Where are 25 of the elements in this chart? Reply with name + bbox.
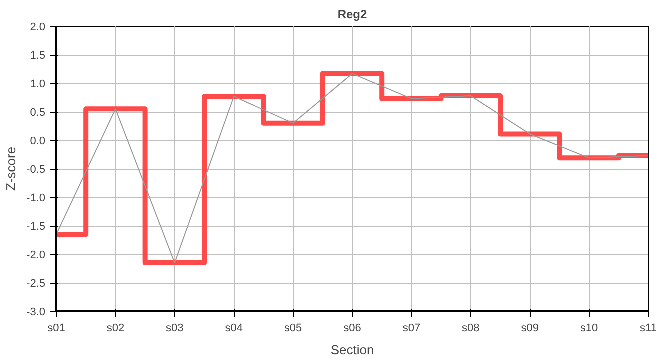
x-tick-label: s07 [402, 322, 421, 334]
x-tick-label: s04 [225, 322, 243, 334]
y-axis-title: Z-score [4, 146, 19, 192]
x-tick-label: s06 [344, 322, 362, 334]
x-tick-label: s11 [640, 322, 657, 334]
y-tick-label: -1.5 [26, 221, 46, 233]
y-tick-label: 1.5 [30, 50, 46, 62]
x-tick-label: s03 [166, 322, 184, 334]
y-tick-label: -3.0 [26, 306, 46, 318]
x-tick-label: s09 [521, 322, 539, 334]
x-tick-label: s05 [284, 322, 302, 334]
x-tick-label: s08 [462, 322, 480, 334]
chart-title: Reg2 [338, 8, 368, 22]
x-axis-title: Section [330, 342, 374, 358]
y-tick-label: -0.5 [26, 164, 46, 176]
x-tick-label: s02 [106, 322, 125, 334]
y-tick-label: 0.5 [30, 107, 46, 119]
x-tick-label: s10 [580, 322, 598, 334]
y-tick-label: 1.0 [30, 78, 46, 90]
y-tick-label: 2.0 [30, 22, 46, 34]
y-tick-label: 0.0 [30, 136, 46, 148]
y-tick-label: -2.0 [26, 250, 46, 262]
y-tick-label: -2.5 [26, 278, 46, 290]
x-tick-label: s01 [48, 322, 66, 334]
y-tick-label: -1.0 [26, 192, 46, 204]
